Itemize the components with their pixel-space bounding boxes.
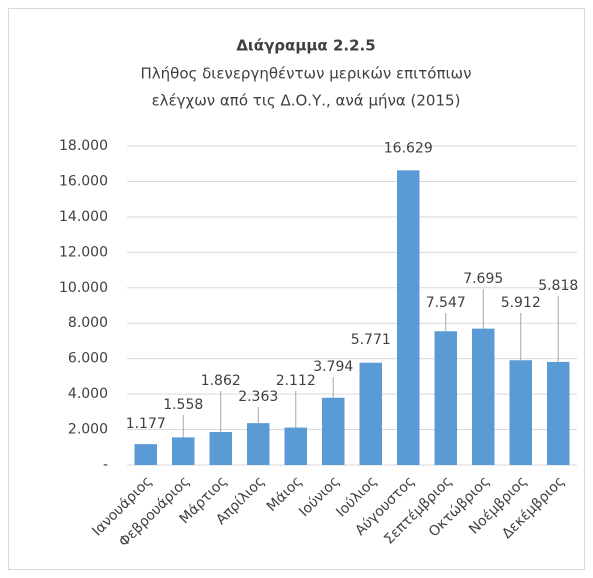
chart-subtitle: ελέγχων από τις Δ.Ο.Υ., ανά μήνα (2015) [152,92,461,110]
bar [284,427,307,465]
bar [509,360,532,465]
y-tick-label: 2.000 [68,422,108,438]
y-tick-label: 16.000 [59,173,108,189]
data-label: 5.912 [501,295,541,311]
data-label: 1.177 [126,416,166,432]
y-tick-label: - [103,457,108,473]
bar [172,437,195,465]
data-label: 5.771 [351,332,391,348]
data-label: 3.794 [313,359,353,375]
bar [434,331,457,465]
data-label: 1.862 [201,373,241,389]
bar [209,432,232,465]
bar [322,397,345,465]
data-label: 7.547 [426,295,466,311]
chart-border [8,8,585,570]
y-tick-label: 14.000 [59,209,108,225]
data-label: 16.629 [384,140,433,156]
y-tick-label: 12.000 [59,244,108,260]
y-tick-label: 4.000 [68,386,108,402]
chart-subtitle: Πλήθος διενεργηθέντων μερικών επιτόπιων [140,65,471,83]
bar [397,170,420,465]
y-tick-label: 18.000 [59,138,108,154]
bar [134,444,157,465]
data-label: 2.363 [238,389,278,405]
data-label: 5.818 [538,278,578,294]
bar [359,362,382,465]
data-label: 2.112 [276,373,316,389]
y-tick-label: 10.000 [59,280,108,296]
data-label: 1.558 [163,397,203,413]
bar [247,423,270,465]
chart-title: Διάγραμμα 2.2.5 [236,37,375,55]
bar [547,361,570,465]
y-tick-label: 6.000 [68,351,108,367]
bar [472,328,495,465]
y-tick-label: 8.000 [68,315,108,331]
data-label: 7.695 [463,271,503,287]
